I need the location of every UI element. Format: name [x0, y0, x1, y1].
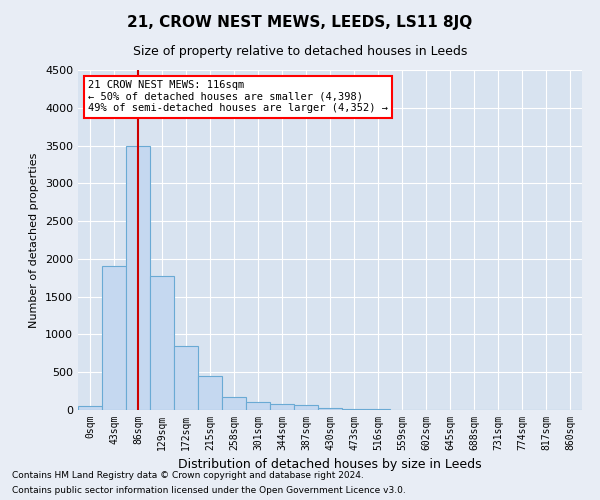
Bar [174, 346, 198, 410]
Y-axis label: Number of detached properties: Number of detached properties [29, 152, 40, 328]
Text: 21 CROW NEST MEWS: 116sqm
← 50% of detached houses are smaller (4,398)
49% of se: 21 CROW NEST MEWS: 116sqm ← 50% of detac… [88, 80, 388, 114]
Bar [102, 266, 126, 410]
Bar [270, 404, 294, 410]
Bar [198, 376, 222, 410]
Text: Contains public sector information licensed under the Open Government Licence v3: Contains public sector information licen… [12, 486, 406, 495]
Bar [366, 409, 390, 410]
Bar [222, 397, 246, 410]
Text: Contains HM Land Registry data © Crown copyright and database right 2024.: Contains HM Land Registry data © Crown c… [12, 471, 364, 480]
Bar [294, 406, 318, 410]
Text: 21, CROW NEST MEWS, LEEDS, LS11 8JQ: 21, CROW NEST MEWS, LEEDS, LS11 8JQ [127, 15, 473, 30]
Text: Size of property relative to detached houses in Leeds: Size of property relative to detached ho… [133, 45, 467, 58]
Bar [78, 406, 102, 410]
Bar [126, 146, 150, 410]
Bar [246, 402, 270, 410]
Bar [150, 276, 174, 410]
X-axis label: Distribution of detached houses by size in Leeds: Distribution of detached houses by size … [178, 458, 482, 471]
Bar [318, 408, 342, 410]
Bar [342, 409, 366, 410]
